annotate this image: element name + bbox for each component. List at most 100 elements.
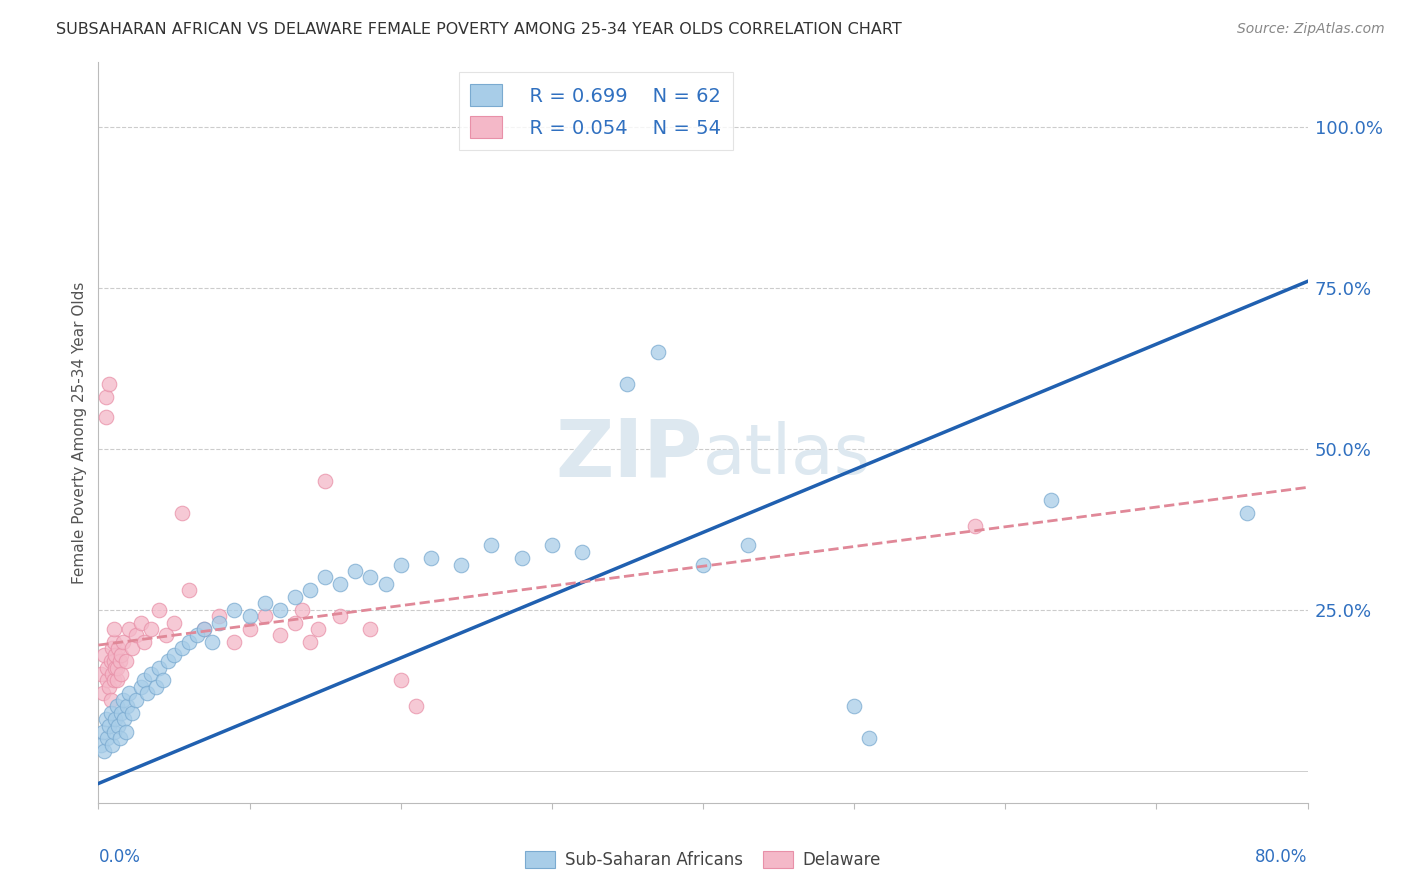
Point	[93, 648, 115, 662]
Point	[193, 622, 215, 636]
Point	[389, 558, 412, 572]
Point	[179, 583, 201, 598]
Point	[96, 673, 118, 688]
Point	[269, 602, 291, 616]
Point	[1236, 506, 1258, 520]
Point	[118, 686, 141, 700]
Point	[132, 635, 155, 649]
Point	[132, 673, 155, 688]
Point	[152, 673, 174, 688]
Point	[844, 699, 866, 714]
Point	[108, 654, 131, 668]
Point	[141, 622, 163, 636]
Point	[90, 738, 112, 752]
Point	[111, 635, 134, 649]
Point	[299, 583, 322, 598]
Point	[104, 660, 127, 674]
Point	[125, 628, 148, 642]
Point	[224, 635, 246, 649]
Point	[91, 725, 114, 739]
Point	[737, 538, 759, 552]
Point	[965, 519, 987, 533]
Point	[389, 673, 412, 688]
Point	[112, 712, 135, 726]
Text: 0.0%: 0.0%	[98, 848, 141, 866]
Point	[420, 551, 443, 566]
Point	[103, 673, 125, 688]
Point	[98, 718, 121, 732]
Point	[129, 680, 152, 694]
Point	[105, 699, 128, 714]
Point	[224, 602, 246, 616]
Point	[571, 545, 593, 559]
Point	[94, 712, 117, 726]
Point	[540, 538, 562, 552]
Point	[145, 680, 167, 694]
Point	[360, 622, 382, 636]
Point	[141, 667, 163, 681]
Point	[98, 680, 121, 694]
Point	[201, 635, 224, 649]
Point	[96, 660, 118, 674]
Point	[103, 725, 125, 739]
Point	[299, 635, 322, 649]
Point	[510, 551, 533, 566]
Point	[450, 558, 472, 572]
Point	[284, 615, 307, 630]
Point	[405, 699, 427, 714]
Point	[170, 506, 193, 520]
Point	[104, 712, 127, 726]
Point	[107, 718, 129, 732]
Point	[90, 667, 112, 681]
Point	[121, 641, 143, 656]
Point	[94, 409, 117, 424]
Point	[269, 628, 291, 642]
Point	[179, 635, 201, 649]
Point	[105, 660, 128, 674]
Text: ZIP: ZIP	[555, 416, 703, 494]
Text: atlas: atlas	[703, 421, 870, 488]
Point	[100, 654, 122, 668]
Point	[129, 615, 152, 630]
Point	[108, 731, 131, 746]
Point	[481, 538, 503, 552]
Point	[647, 345, 669, 359]
Point	[110, 667, 132, 681]
Point	[1039, 493, 1062, 508]
Point	[101, 667, 124, 681]
Point	[105, 673, 128, 688]
Point	[307, 622, 329, 636]
Point	[329, 609, 352, 624]
Point	[314, 570, 336, 584]
Point	[107, 641, 129, 656]
Point	[114, 654, 136, 668]
Point	[314, 474, 336, 488]
Point	[858, 731, 880, 746]
Point	[163, 648, 186, 662]
Point	[208, 609, 231, 624]
Point	[148, 660, 170, 674]
Point	[111, 693, 134, 707]
Point	[135, 686, 157, 700]
Point	[374, 577, 396, 591]
Point	[125, 693, 148, 707]
Point	[100, 706, 122, 720]
Point	[253, 609, 276, 624]
Point	[110, 648, 132, 662]
Point	[110, 706, 132, 720]
Text: 80.0%: 80.0%	[1256, 848, 1308, 866]
Point	[103, 654, 125, 668]
Point	[239, 609, 262, 624]
Point	[329, 577, 352, 591]
Point	[360, 570, 382, 584]
Point	[616, 377, 638, 392]
Point	[208, 615, 231, 630]
Y-axis label: Female Poverty Among 25-34 Year Olds: Female Poverty Among 25-34 Year Olds	[72, 282, 87, 583]
Point	[114, 725, 136, 739]
Point	[101, 641, 124, 656]
Point	[692, 558, 714, 572]
Point	[104, 648, 127, 662]
Point	[239, 622, 262, 636]
Point	[170, 641, 193, 656]
Point	[100, 693, 122, 707]
